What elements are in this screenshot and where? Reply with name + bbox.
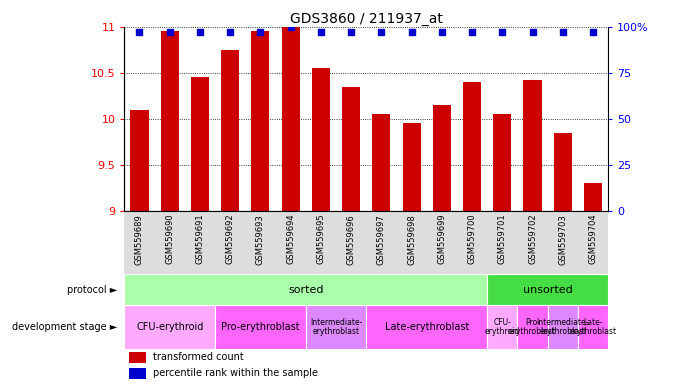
Text: Late-erythroblast: Late-erythroblast [384,322,469,332]
Bar [553,132,571,211]
Text: protocol ►: protocol ► [67,285,117,295]
Bar [463,82,481,211]
Point [497,29,508,35]
Text: GSM559700: GSM559700 [468,214,477,265]
Point [466,29,477,35]
Bar [131,109,149,211]
Text: percentile rank within the sample: percentile rank within the sample [153,368,319,378]
Text: transformed count: transformed count [153,353,244,362]
Bar [372,114,390,211]
Bar [433,105,451,211]
Text: CFU-
erythroid: CFU- erythroid [484,318,520,336]
Bar [124,306,215,349]
Text: GSM559692: GSM559692 [226,214,235,265]
Bar [215,306,305,349]
Text: GSM559689: GSM559689 [135,214,144,265]
Point [164,29,176,35]
Text: sorted: sorted [288,285,323,295]
Bar [252,31,269,211]
Text: GSM559695: GSM559695 [316,214,325,265]
Bar [305,306,366,349]
Bar [366,306,487,349]
Bar [281,27,300,211]
Bar [487,306,518,349]
Point [285,24,296,30]
Bar [518,306,547,349]
Bar [487,274,608,306]
Bar [124,274,487,306]
Text: GSM559699: GSM559699 [437,214,446,265]
Text: GSM559693: GSM559693 [256,214,265,265]
Title: GDS3860 / 211937_at: GDS3860 / 211937_at [290,12,443,26]
Text: Pro-
erythroblast: Pro- erythroblast [509,318,556,336]
Text: GSM559690: GSM559690 [165,214,174,265]
Text: Pro-erythroblast: Pro-erythroblast [221,322,300,332]
Bar [578,306,608,349]
Point [255,29,266,35]
Text: Late-
erythroblast: Late- erythroblast [569,318,616,336]
Point [557,29,568,35]
Text: GSM559698: GSM559698 [407,214,416,265]
Bar [312,68,330,211]
Text: GSM559696: GSM559696 [347,214,356,265]
Point [376,29,387,35]
Point [436,29,447,35]
Text: GSM559691: GSM559691 [196,214,205,265]
Text: Intermediate-
erythroblast: Intermediate- erythroblast [536,318,589,336]
Point [225,29,236,35]
Bar [221,50,239,211]
Text: GSM559697: GSM559697 [377,214,386,265]
Point [315,29,326,35]
Text: GSM559704: GSM559704 [589,214,598,265]
Text: GSM559694: GSM559694 [286,214,295,265]
Text: CFU-erythroid: CFU-erythroid [136,322,203,332]
Bar [191,78,209,211]
Point [346,29,357,35]
Text: GSM559701: GSM559701 [498,214,507,265]
Text: unsorted: unsorted [523,285,572,295]
Text: Intermediate-
erythroblast: Intermediate- erythroblast [310,318,362,336]
Text: development stage ►: development stage ► [12,322,117,332]
Bar [160,31,179,211]
Point [527,29,538,35]
Point [134,29,145,35]
Bar [129,352,146,363]
Text: GSM559702: GSM559702 [528,214,537,265]
Bar [342,87,360,211]
Bar [493,114,511,211]
Text: GSM559703: GSM559703 [558,214,567,265]
Bar [402,123,421,211]
Point [194,29,205,35]
Bar [129,367,146,379]
Bar [523,80,542,211]
Bar [547,306,578,349]
Bar [584,183,602,211]
Point [406,29,417,35]
Point [587,29,598,35]
